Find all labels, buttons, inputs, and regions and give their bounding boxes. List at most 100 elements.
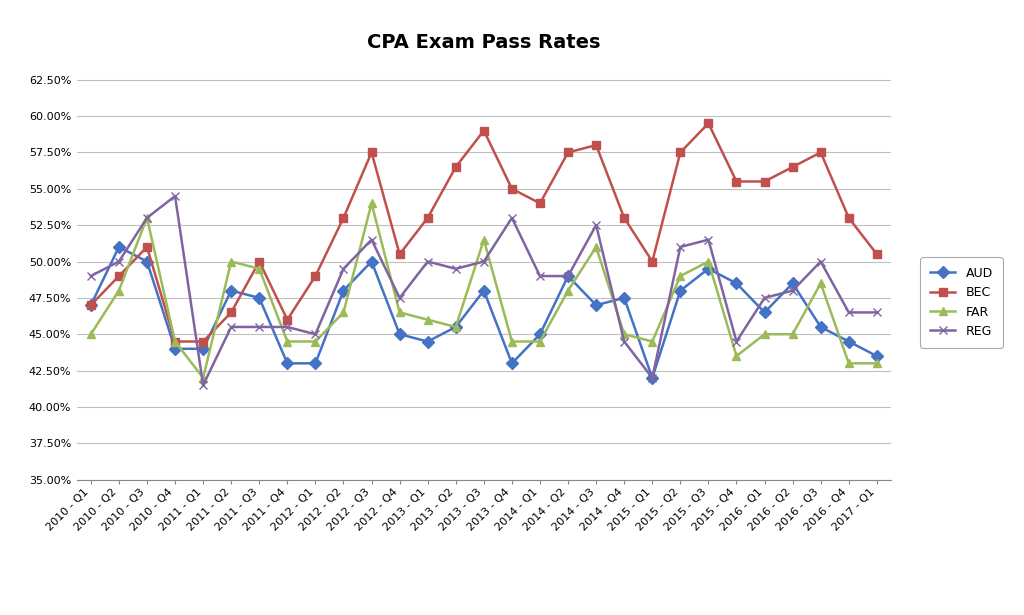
AUD xyxy=(562,272,574,280)
AUD xyxy=(786,280,799,287)
BEC xyxy=(85,301,97,309)
FAR xyxy=(814,280,826,287)
BEC xyxy=(337,214,349,221)
AUD xyxy=(393,330,406,338)
BEC xyxy=(646,258,658,265)
REG xyxy=(590,221,602,229)
FAR xyxy=(730,352,742,360)
BEC xyxy=(562,149,574,156)
BEC xyxy=(282,316,294,323)
REG xyxy=(253,323,265,331)
FAR xyxy=(702,258,715,265)
REG xyxy=(225,323,238,331)
REG xyxy=(534,272,546,280)
FAR xyxy=(618,330,631,338)
BEC xyxy=(477,127,490,134)
AUD xyxy=(282,360,294,367)
REG xyxy=(393,294,406,301)
REG xyxy=(450,265,462,272)
BEC xyxy=(730,178,742,185)
BEC xyxy=(169,338,181,345)
Line: AUD: AUD xyxy=(87,243,881,382)
AUD xyxy=(225,287,238,295)
FAR xyxy=(337,309,349,316)
REG xyxy=(506,214,518,221)
AUD xyxy=(590,301,602,309)
REG xyxy=(113,258,125,265)
FAR xyxy=(393,309,406,316)
FAR xyxy=(366,200,378,207)
FAR xyxy=(113,287,125,295)
REG xyxy=(141,214,154,221)
REG xyxy=(197,381,209,389)
REG xyxy=(843,309,855,316)
BEC xyxy=(843,214,855,221)
BEC xyxy=(393,250,406,258)
BEC xyxy=(506,185,518,192)
FAR xyxy=(674,272,686,280)
Legend: AUD, BEC, FAR, REG: AUD, BEC, FAR, REG xyxy=(921,257,1002,348)
FAR xyxy=(590,244,602,251)
REG xyxy=(646,374,658,381)
FAR xyxy=(253,265,265,272)
FAR xyxy=(477,236,490,244)
BEC xyxy=(450,163,462,170)
BEC xyxy=(113,272,125,280)
BEC xyxy=(534,200,546,207)
AUD xyxy=(309,360,322,367)
FAR xyxy=(422,316,434,323)
BEC xyxy=(786,163,799,170)
BEC xyxy=(618,214,631,221)
FAR xyxy=(786,330,799,338)
Line: BEC: BEC xyxy=(87,119,881,346)
FAR xyxy=(85,330,97,338)
FAR xyxy=(870,360,883,367)
AUD xyxy=(702,265,715,272)
BEC xyxy=(225,309,238,316)
REG xyxy=(422,258,434,265)
BEC xyxy=(590,141,602,149)
BEC xyxy=(702,120,715,127)
FAR xyxy=(282,338,294,345)
AUD xyxy=(870,352,883,360)
REG xyxy=(477,258,490,265)
BEC xyxy=(422,214,434,221)
AUD xyxy=(618,294,631,301)
FAR xyxy=(169,338,181,345)
FAR xyxy=(450,323,462,331)
AUD xyxy=(759,309,771,316)
FAR xyxy=(646,338,658,345)
REG xyxy=(282,323,294,331)
BEC xyxy=(309,272,322,280)
AUD xyxy=(506,360,518,367)
AUD xyxy=(814,323,826,331)
AUD xyxy=(141,258,154,265)
FAR xyxy=(562,287,574,295)
AUD xyxy=(450,323,462,331)
Line: FAR: FAR xyxy=(87,199,881,382)
REG xyxy=(562,272,574,280)
BEC xyxy=(253,258,265,265)
FAR xyxy=(141,214,154,221)
REG xyxy=(337,265,349,272)
FAR xyxy=(534,338,546,345)
AUD xyxy=(477,287,490,295)
Title: CPA Exam Pass Rates: CPA Exam Pass Rates xyxy=(367,33,601,52)
AUD xyxy=(113,244,125,251)
REG xyxy=(730,338,742,345)
BEC xyxy=(814,149,826,156)
FAR xyxy=(309,338,322,345)
REG xyxy=(366,236,378,244)
Line: REG: REG xyxy=(87,192,881,389)
REG xyxy=(786,287,799,295)
AUD xyxy=(646,374,658,381)
REG xyxy=(85,272,97,280)
BEC xyxy=(759,178,771,185)
FAR xyxy=(759,330,771,338)
REG xyxy=(870,309,883,316)
AUD xyxy=(534,330,546,338)
REG xyxy=(169,192,181,200)
BEC xyxy=(674,149,686,156)
AUD xyxy=(730,280,742,287)
AUD xyxy=(197,345,209,352)
